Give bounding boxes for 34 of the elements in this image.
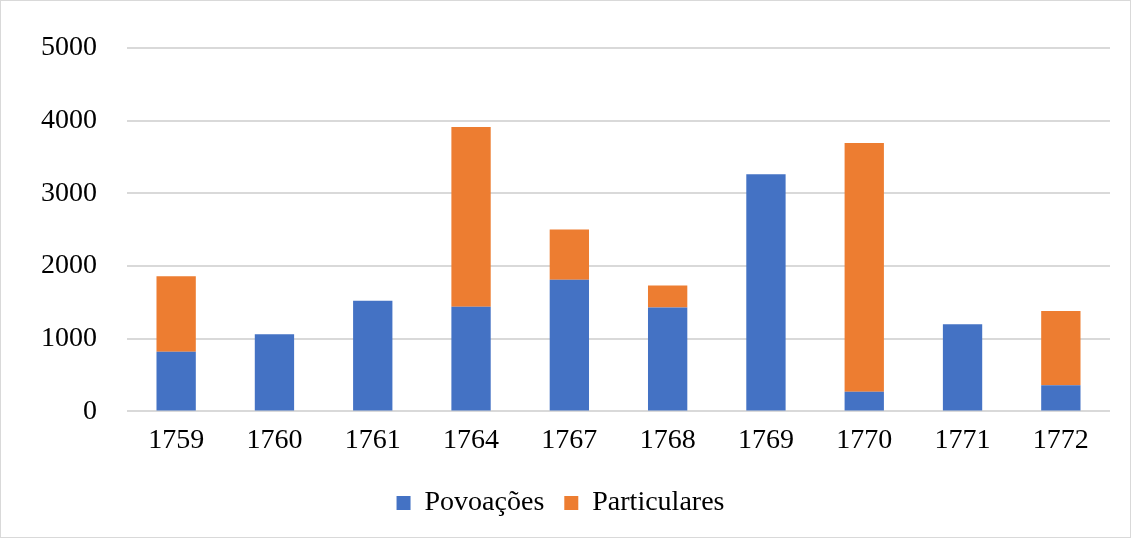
bar	[549, 229, 590, 280]
x-tick-label: 1768	[639, 422, 696, 454]
x-tick-label: 1759	[148, 422, 205, 454]
x-tick-label: 1771	[934, 422, 991, 454]
bar	[647, 285, 688, 308]
y-tick-label: 0	[83, 393, 97, 425]
bar	[942, 324, 983, 411]
x-tick-label: 1760	[246, 422, 303, 454]
legend-label: Povoações	[424, 485, 545, 517]
legend-label: Particulares	[592, 485, 725, 517]
y-tick-label: 2000	[41, 248, 97, 280]
bar	[254, 334, 295, 411]
y-tick-label: 4000	[41, 102, 97, 134]
y-tick-label: 3000	[41, 175, 97, 207]
x-tick-label: 1767	[541, 422, 598, 454]
bar	[451, 306, 491, 411]
x-tick-label: 1764	[443, 422, 500, 454]
bar	[844, 391, 884, 411]
x-tick-label: 1772	[1032, 422, 1089, 454]
bar	[844, 143, 884, 392]
bar	[1041, 311, 1081, 386]
bar	[156, 351, 196, 411]
bar	[647, 307, 688, 411]
bar	[549, 279, 590, 411]
x-tick-label: 1769	[737, 422, 794, 454]
bar	[156, 276, 196, 352]
y-tick-label: 5000	[41, 30, 97, 62]
x-tick-label: 1770	[836, 422, 893, 454]
bar	[451, 127, 491, 307]
bar	[746, 174, 786, 411]
x-tick-label: 1761	[344, 422, 401, 454]
y-tick-label: 1000	[41, 321, 97, 353]
bar	[353, 300, 393, 411]
bar	[1041, 385, 1081, 411]
